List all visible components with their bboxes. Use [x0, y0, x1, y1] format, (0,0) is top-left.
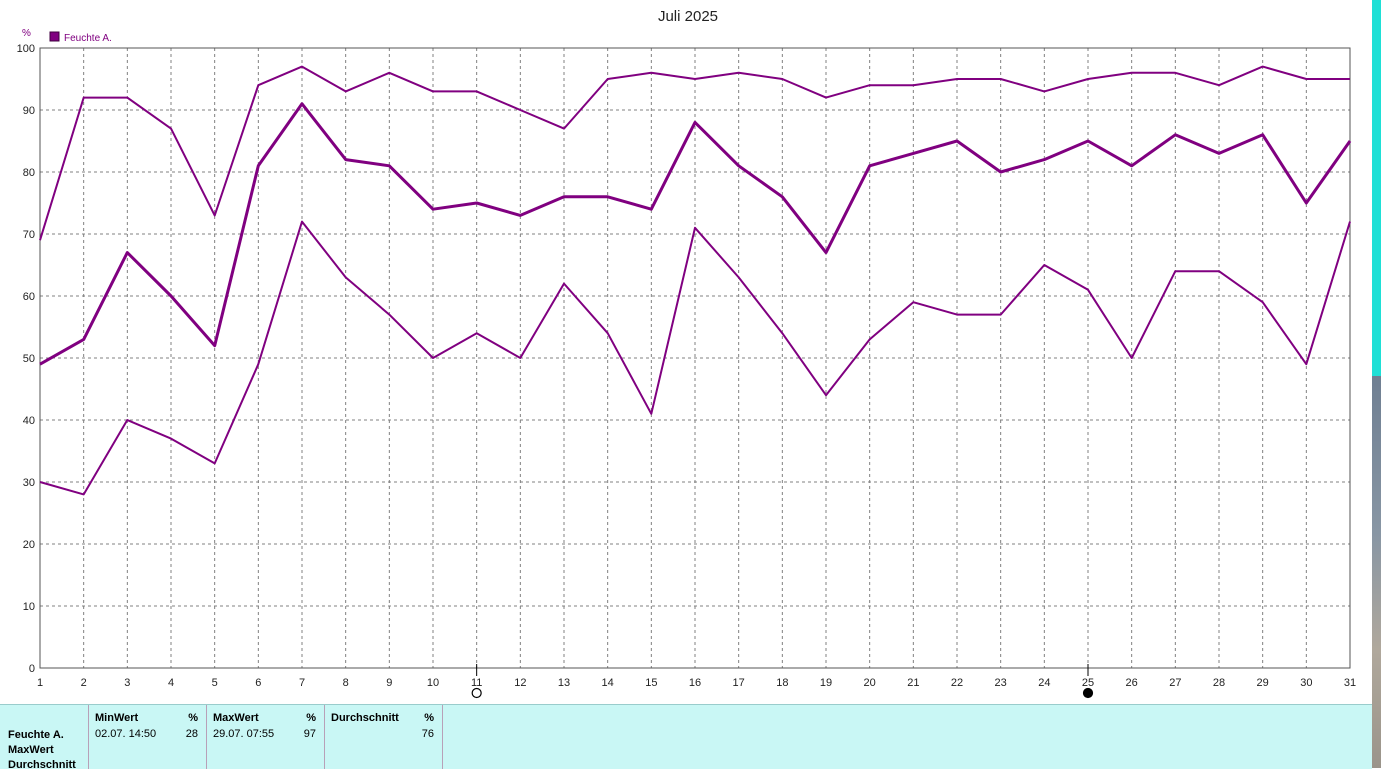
summary-panel: Feuchte A. MaxWert Durchschnitt MinWert … [0, 704, 1372, 771]
maxwert-header: MaxWert [213, 712, 259, 724]
row-label-durchschnitt: Durchschnitt [8, 759, 76, 771]
humidity-chart: Juli 2025 % Feuchte A. 0 10 20 30 40 50 60 70 80… [17, 8, 1356, 699]
plot-frame [39, 47, 1351, 669]
x-tick-label: 30 [1300, 677, 1312, 689]
x-tick-label: 25 [1082, 677, 1094, 689]
minwert-column: MinWert % 02.07. 14:50 28 [88, 705, 206, 769]
x-tick-label: 5 [212, 677, 218, 689]
x-tick-label: 7 [299, 677, 305, 689]
minwert-unit: % [188, 712, 198, 724]
minwert-value: 28 [185, 728, 198, 740]
minwert-date: 02.07. 14:50 [95, 728, 157, 740]
x-tick-label: 3 [124, 677, 130, 689]
x-tick-label: 15 [645, 677, 657, 689]
x-tick-label: 31 [1344, 677, 1356, 689]
full-moon-marker [1082, 687, 1094, 699]
background-window-photo [1372, 376, 1381, 768]
background-window-edge [1372, 0, 1381, 768]
x-tick-label: 8 [343, 677, 349, 689]
x-tick-label: 20 [864, 677, 876, 689]
x-tick-label: 6 [255, 677, 261, 689]
x-tick-label: 10 [427, 677, 439, 689]
date-markers [471, 664, 1094, 699]
y-tick-label: 10 [23, 601, 35, 613]
x-tick-label: 11 [471, 677, 482, 689]
legend-swatch [49, 31, 60, 42]
x-tick-label: 18 [776, 677, 788, 689]
x-tick-label: 22 [951, 677, 963, 689]
durchschnitt-unit: % [424, 712, 434, 724]
x-tick-label: 4 [168, 677, 174, 689]
x-tick-label: 23 [995, 677, 1007, 689]
maxwert-unit: % [306, 712, 316, 724]
y-axis-unit-label: % [22, 28, 31, 39]
x-tick-label: 2 [81, 677, 87, 689]
x-tick-label: 28 [1213, 677, 1225, 689]
x-tick-label: 19 [820, 677, 832, 689]
y-tick-label: 40 [23, 415, 35, 427]
x-tick-label: 14 [602, 677, 614, 689]
y-tick-label: 20 [23, 539, 35, 551]
y-tick-label: 90 [23, 105, 35, 117]
grid [40, 48, 1350, 668]
legend-label: Feuchte A. [64, 33, 112, 44]
x-tick-label: 21 [907, 677, 919, 689]
x-tick-label: 1 [37, 677, 43, 689]
series-line-min [39, 220, 1351, 496]
x-tick-label: 13 [558, 677, 570, 689]
x-tick-label: 17 [733, 677, 745, 689]
x-tick-label: 26 [1126, 677, 1138, 689]
row-label-feuchte: Feuchte A. [8, 729, 64, 741]
y-tick-label: 70 [23, 229, 35, 241]
x-tick-label: 9 [386, 677, 392, 689]
background-window-cyan [1372, 0, 1381, 376]
x-tick-label: 24 [1038, 677, 1050, 689]
y-tick-label: 0 [29, 663, 35, 675]
y-tick-label: 60 [23, 291, 35, 303]
row-label-maxwert: MaxWert [8, 744, 54, 756]
durchschnitt-value: 76 [421, 728, 434, 740]
durchschnitt-header: Durchschnitt [331, 712, 399, 724]
x-tick-label: 27 [1169, 677, 1181, 689]
series-lines [39, 65, 1352, 496]
new-moon-marker [471, 687, 482, 699]
maxwert-column: MaxWert % 29.07. 07:55 97 [206, 705, 324, 769]
summary-row-labels: Feuchte A. MaxWert Durchschnitt [8, 728, 76, 773]
series-line-avg [39, 102, 1352, 366]
x-tick-label: 29 [1257, 677, 1269, 689]
y-tick-label: 100 [17, 43, 35, 55]
y-tick-label: 80 [23, 167, 35, 179]
y-tick-label: 50 [23, 353, 35, 365]
minwert-header: MinWert [95, 712, 139, 724]
y-tick-label: 30 [23, 477, 35, 489]
x-tick-label: 16 [689, 677, 701, 689]
x-tick-label: 12 [514, 677, 526, 689]
series-line-max [39, 65, 1350, 241]
chart-title: Juli 2025 [658, 8, 718, 25]
durchschnitt-column: Durchschnitt % 76 [324, 705, 443, 769]
maxwert-value: 97 [303, 728, 316, 740]
maxwert-date: 29.07. 07:55 [213, 728, 275, 740]
